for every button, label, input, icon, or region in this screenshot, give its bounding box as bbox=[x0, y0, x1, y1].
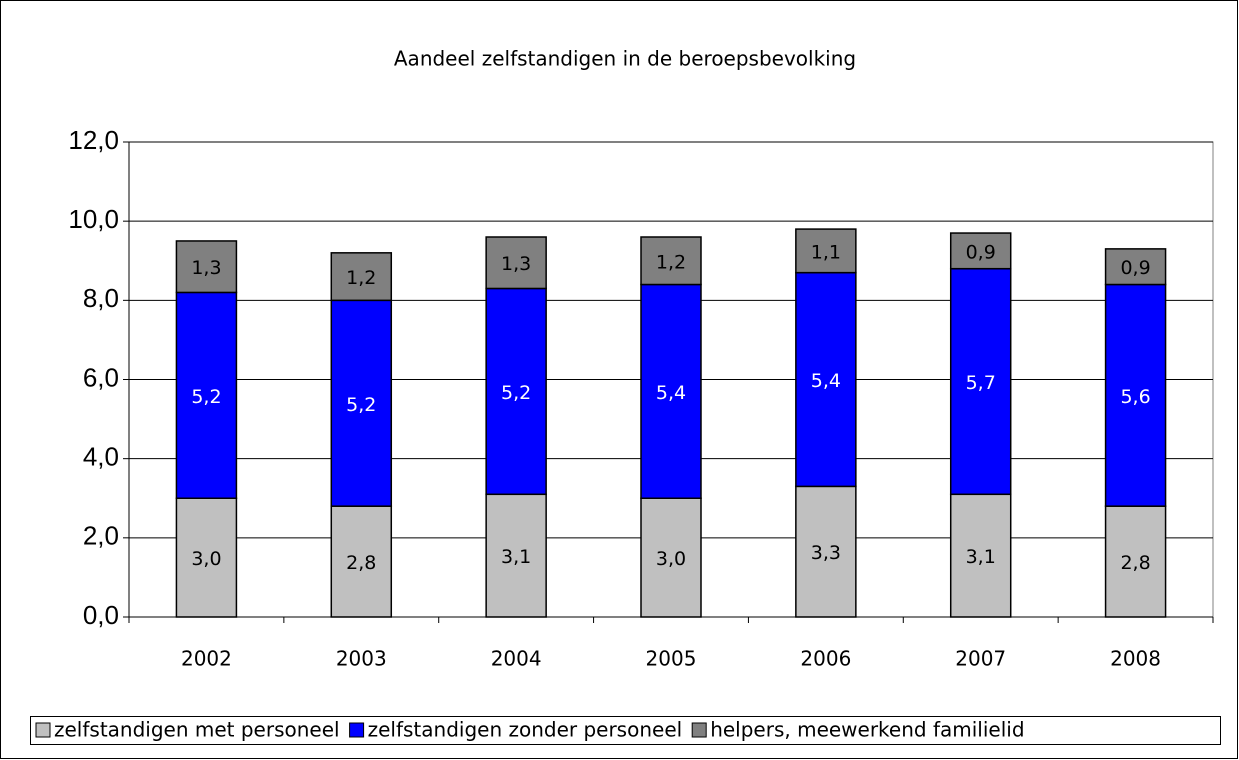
bar-segment bbox=[949, 267, 1012, 496]
legend-box bbox=[30, 716, 1221, 745]
legend-swatch bbox=[35, 722, 51, 738]
x-tick-label: 2006 bbox=[800, 647, 851, 671]
data-label: 5,2 bbox=[501, 382, 531, 404]
data-label: 2,8 bbox=[1120, 552, 1150, 574]
bar-segment bbox=[949, 493, 1012, 618]
bar-segment bbox=[640, 236, 702, 286]
data-label: 1,2 bbox=[656, 251, 686, 273]
data-label: 5,6 bbox=[1120, 386, 1150, 408]
y-tick-label: 8,0 bbox=[83, 283, 119, 313]
bar-segment bbox=[330, 252, 393, 302]
legend-label: zelfstandigen met personeel bbox=[54, 718, 340, 742]
bar-segment bbox=[795, 485, 857, 618]
bar-segment bbox=[795, 271, 857, 488]
y-tick-label: 10,0 bbox=[68, 204, 119, 234]
bar-segment bbox=[330, 505, 393, 618]
legend-label: zelfstandigen zonder personeel bbox=[368, 718, 683, 742]
bar-segment bbox=[1104, 248, 1167, 286]
bar-segment bbox=[330, 299, 393, 507]
y-tick-label: 0,0 bbox=[83, 600, 119, 630]
data-label: 3,3 bbox=[811, 542, 841, 564]
x-tick-label: 2003 bbox=[336, 647, 387, 671]
data-label: 1,1 bbox=[811, 241, 841, 263]
legend-label: helpers, meewerkend familielid bbox=[710, 718, 1024, 742]
bar-segment bbox=[949, 232, 1012, 270]
x-tick-label: 2002 bbox=[181, 647, 232, 671]
data-label: 1,3 bbox=[191, 257, 221, 279]
data-label: 3,1 bbox=[501, 546, 531, 568]
bar-segment bbox=[1104, 505, 1167, 618]
data-label: 0,9 bbox=[1120, 257, 1150, 279]
y-tick-label: 12,0 bbox=[68, 125, 119, 155]
bar-segment bbox=[640, 497, 702, 618]
data-label: 5,4 bbox=[811, 370, 841, 392]
bar-segment bbox=[795, 228, 857, 274]
y-tick-label: 2,0 bbox=[83, 521, 119, 551]
bar-segment bbox=[485, 236, 547, 290]
bar-segment bbox=[485, 493, 547, 618]
y-tick-label: 4,0 bbox=[83, 442, 119, 472]
data-label: 3,0 bbox=[191, 548, 221, 570]
data-label: 5,7 bbox=[966, 372, 996, 394]
data-label: 1,2 bbox=[346, 267, 376, 289]
x-tick-label: 2004 bbox=[491, 647, 542, 671]
data-label: 5,2 bbox=[346, 394, 376, 416]
data-label: 1,3 bbox=[501, 253, 531, 275]
bar-segment bbox=[175, 240, 238, 294]
x-tick-label: 2008 bbox=[1110, 647, 1161, 671]
data-label: 3,1 bbox=[966, 546, 996, 568]
bar-segment bbox=[175, 291, 238, 499]
data-label: 3,0 bbox=[656, 548, 686, 570]
data-label: 5,2 bbox=[191, 386, 221, 408]
legend-swatch bbox=[691, 722, 707, 738]
legend-swatch bbox=[349, 722, 365, 738]
data-label: 5,4 bbox=[656, 382, 686, 404]
data-label: 2,8 bbox=[346, 552, 376, 574]
y-tick-label: 6,0 bbox=[83, 362, 119, 392]
chart-title: Aandeel zelfstandigen in de beroepsbevol… bbox=[394, 47, 856, 71]
x-tick-label: 2005 bbox=[646, 647, 697, 671]
data-label: 0,9 bbox=[966, 241, 996, 263]
x-tick-label: 2007 bbox=[955, 647, 1006, 671]
